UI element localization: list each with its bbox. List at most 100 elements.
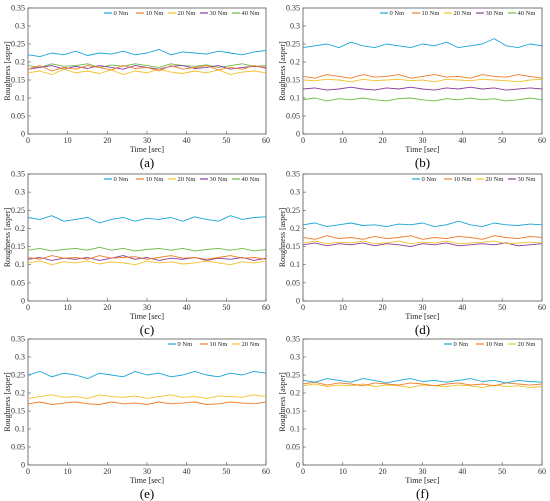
y-tick-label: 0: [296, 461, 300, 470]
y-tick-label: 0.25: [286, 206, 300, 215]
y-tick-label: 0.25: [11, 206, 25, 215]
x-tick-label: 0: [301, 467, 305, 476]
y-tick-label: 0.2: [15, 58, 25, 67]
legend-item: 30 Nm: [200, 10, 227, 17]
legend-label: 10 Nm: [422, 10, 440, 17]
legend-item: 20 Nm: [476, 176, 503, 183]
x-tick-label: 60: [262, 136, 270, 145]
y-tick-label: 0.35: [11, 4, 25, 13]
x-tick-label: 50: [498, 303, 506, 312]
x-tick-label: 20: [379, 467, 387, 476]
y-tick-label: 0.25: [286, 40, 300, 49]
legend-item: 10 Nm: [200, 341, 227, 348]
series-line-0-nm: [27, 370, 267, 380]
plot-area: [27, 173, 267, 302]
legend-label: 10 Nm: [454, 176, 472, 183]
series-line-20-nm: [27, 68, 267, 76]
y-tick-label: 0.05: [286, 278, 300, 287]
series-line-0-nm: [27, 48, 267, 58]
x-tick-label: 40: [458, 136, 466, 145]
y-axis-label: Roughness [asper]: [278, 41, 287, 101]
chart-panel-5: 0 0.05 0.1 0.15 0.2 0.25 0.3 0.35 0 10 20 30 40 50 60 T…: [3, 335, 270, 501]
x-tick-label: 0: [301, 136, 305, 145]
y-tick-label: 0.2: [290, 224, 300, 233]
series-line-0-nm: [27, 215, 267, 224]
y-tick-label: 0.3: [290, 188, 300, 197]
chart-panel-3: 0 0.05 0.1 0.15 0.2 0.25 0.3 0.35 0 10 20 30 40 50 60 T…: [3, 170, 270, 338]
plot-area: [27, 338, 267, 466]
legend-label: 0 Nm: [422, 176, 437, 183]
y-tick-label: 0.2: [15, 389, 25, 398]
y-tick-label: 0.3: [290, 353, 300, 362]
legend-item: 30 Nm: [508, 176, 535, 183]
x-tick-label: 40: [183, 303, 191, 312]
legend-label: 30 Nm: [486, 10, 504, 17]
x-tick-label: 10: [64, 467, 72, 476]
x-tick-label: 10: [339, 303, 347, 312]
legend-item: 0 Nm: [104, 10, 128, 17]
y-tick-label: 0.1: [15, 260, 25, 269]
x-tick-label: 10: [339, 467, 347, 476]
y-tick-label: 0.05: [286, 443, 300, 452]
y-tick-label: 0.35: [11, 335, 25, 344]
chart-panel-4: 0 0.05 0.1 0.15 0.2 0.25 0.3 0.35 0 10 20 30 40 50 60 T…: [278, 170, 546, 338]
legend-label: 10 Nm: [210, 341, 228, 348]
x-tick-label: 40: [183, 467, 191, 476]
y-tick-label: 0.1: [290, 260, 300, 269]
plot-area: [27, 7, 267, 135]
legend-label: 20 Nm: [178, 10, 196, 17]
legend-item: 40 Nm: [508, 10, 535, 17]
y-tick-label: 0.15: [11, 242, 25, 251]
legend-item: 20 Nm: [444, 10, 471, 17]
x-tick-label: 20: [103, 136, 111, 145]
series-line-40-nm: [27, 63, 267, 68]
legend-label: 40 Nm: [242, 176, 260, 183]
x-tick-label: 20: [379, 303, 387, 312]
y-axis-label: Roughness [asper]: [3, 372, 12, 432]
legend-item: 10 Nm: [444, 176, 471, 183]
legend-label: 40 Nm: [518, 10, 536, 17]
legend-label: 30 Nm: [210, 176, 228, 183]
legend-label: 20 Nm: [454, 10, 472, 17]
plot-area: [302, 338, 543, 466]
x-axis-label: Time [sec]: [130, 312, 164, 321]
y-axis-label: Roughness [asper]: [3, 208, 12, 268]
y-tick-label: 0: [21, 461, 25, 470]
y-tick-label: 0.05: [286, 112, 300, 121]
x-tick-label: 0: [26, 303, 30, 312]
y-tick-label: 0.05: [11, 112, 25, 121]
x-tick-label: 60: [538, 467, 546, 476]
legend-label: 20 Nm: [518, 341, 536, 348]
y-tick-label: 0: [21, 297, 25, 306]
chart-panel-2: 0 0.05 0.1 0.15 0.2 0.25 0.3 0.35 0 10 20 30 40 50 60 T…: [278, 4, 546, 171]
legend-item: 0 Nm: [444, 341, 468, 348]
y-axis-label: Roughness [asper]: [278, 372, 287, 432]
series-line-10-nm: [27, 65, 267, 72]
x-tick-label: 50: [222, 467, 230, 476]
x-tick-label: 0: [301, 303, 305, 312]
x-tick-label: 50: [222, 303, 230, 312]
legend-item: 40 Nm: [232, 10, 259, 17]
y-tick-label: 0.05: [11, 278, 25, 287]
y-tick-label: 0.35: [11, 170, 25, 179]
series-line-30-nm: [302, 86, 543, 91]
y-tick-label: 0.25: [286, 371, 300, 380]
x-tick-label: 20: [103, 303, 111, 312]
y-tick-label: 0.3: [15, 22, 25, 31]
y-tick-label: 0: [21, 130, 25, 139]
y-tick-label: 0.15: [286, 76, 300, 85]
legend-label: 10 Nm: [486, 341, 504, 348]
legend-label: 10 Nm: [146, 176, 164, 183]
y-tick-label: 0.25: [11, 371, 25, 380]
series-line-10-nm: [27, 255, 267, 260]
legend-item: 20 Nm: [168, 176, 195, 183]
series-line-20-nm: [27, 260, 267, 266]
series-line-10-nm: [302, 235, 543, 240]
x-tick-label: 10: [64, 303, 72, 312]
chart-panel-1: 0 0.05 0.1 0.15 0.2 0.25 0.3 0.35 0 10 20 30 40 50 60 T…: [3, 4, 270, 171]
x-tick-label: 0: [26, 467, 30, 476]
legend-label: 0 Nm: [114, 176, 129, 183]
y-axis-label: Roughness [asper]: [3, 41, 12, 101]
legend-item: 10 Nm: [136, 176, 163, 183]
x-tick-label: 30: [419, 136, 427, 145]
